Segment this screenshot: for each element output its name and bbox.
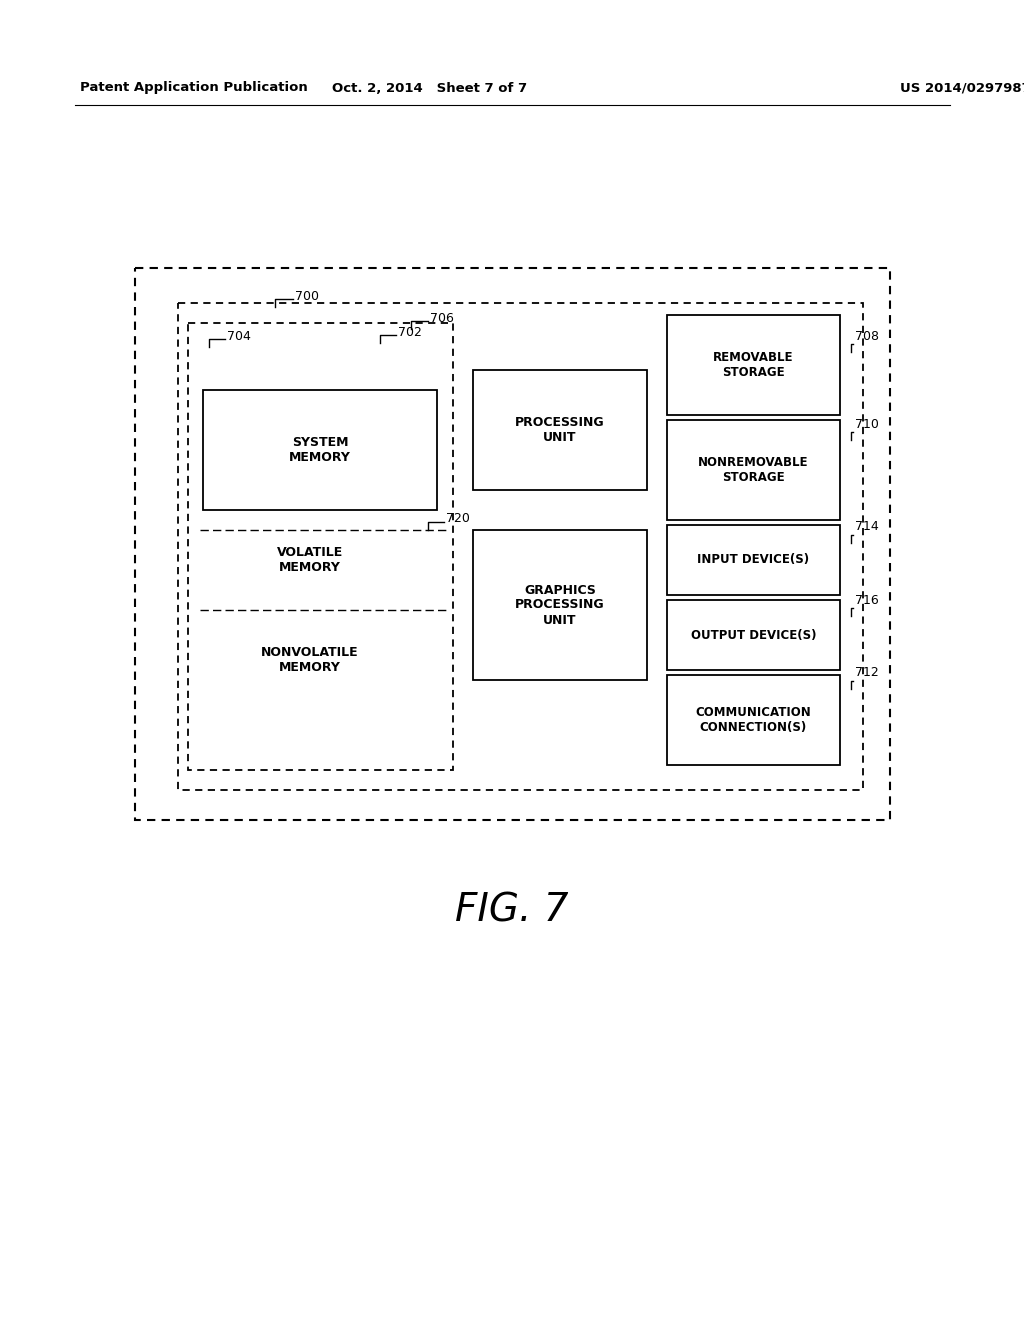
Text: SYSTEM
MEMORY: SYSTEM MEMORY [289, 436, 351, 465]
Text: 706: 706 [430, 312, 454, 325]
Text: COMMUNICATION
CONNECTION(S): COMMUNICATION CONNECTION(S) [695, 706, 811, 734]
Text: 712: 712 [855, 667, 879, 680]
Bar [473, 370, 647, 490]
Text: NONREMOVABLE
STORAGE: NONREMOVABLE STORAGE [698, 455, 809, 484]
Text: 704: 704 [227, 330, 251, 342]
Text: 702: 702 [398, 326, 422, 338]
Text: 708: 708 [855, 330, 879, 342]
Text: 720: 720 [446, 512, 470, 525]
Text: Oct. 2, 2014   Sheet 7 of 7: Oct. 2, 2014 Sheet 7 of 7 [333, 82, 527, 95]
Bar [667, 315, 840, 414]
Bar [178, 304, 863, 789]
Text: Patent Application Publication: Patent Application Publication [80, 82, 308, 95]
Bar [188, 323, 453, 770]
Text: 700: 700 [295, 289, 319, 302]
Bar [203, 389, 437, 510]
Bar [667, 525, 840, 595]
Text: GRAPHICS
PROCESSING
UNIT: GRAPHICS PROCESSING UNIT [515, 583, 605, 627]
Text: PROCESSING
UNIT: PROCESSING UNIT [515, 416, 605, 444]
Bar [667, 420, 840, 520]
Text: INPUT DEVICE(S): INPUT DEVICE(S) [697, 553, 810, 566]
Text: REMOVABLE
STORAGE: REMOVABLE STORAGE [714, 351, 794, 379]
Text: 710: 710 [855, 417, 879, 430]
Bar [667, 675, 840, 766]
Bar [473, 531, 647, 680]
Text: FIG. 7: FIG. 7 [456, 891, 568, 929]
Bar [135, 268, 890, 820]
Text: NONVOLATILE
MEMORY: NONVOLATILE MEMORY [261, 645, 358, 675]
Bar [667, 601, 840, 671]
Text: VOLATILE
MEMORY: VOLATILE MEMORY [276, 546, 343, 574]
Text: US 2014/0297987 A1: US 2014/0297987 A1 [900, 82, 1024, 95]
Text: 716: 716 [855, 594, 879, 606]
Text: OUTPUT DEVICE(S): OUTPUT DEVICE(S) [691, 628, 816, 642]
Text: 714: 714 [855, 520, 879, 533]
